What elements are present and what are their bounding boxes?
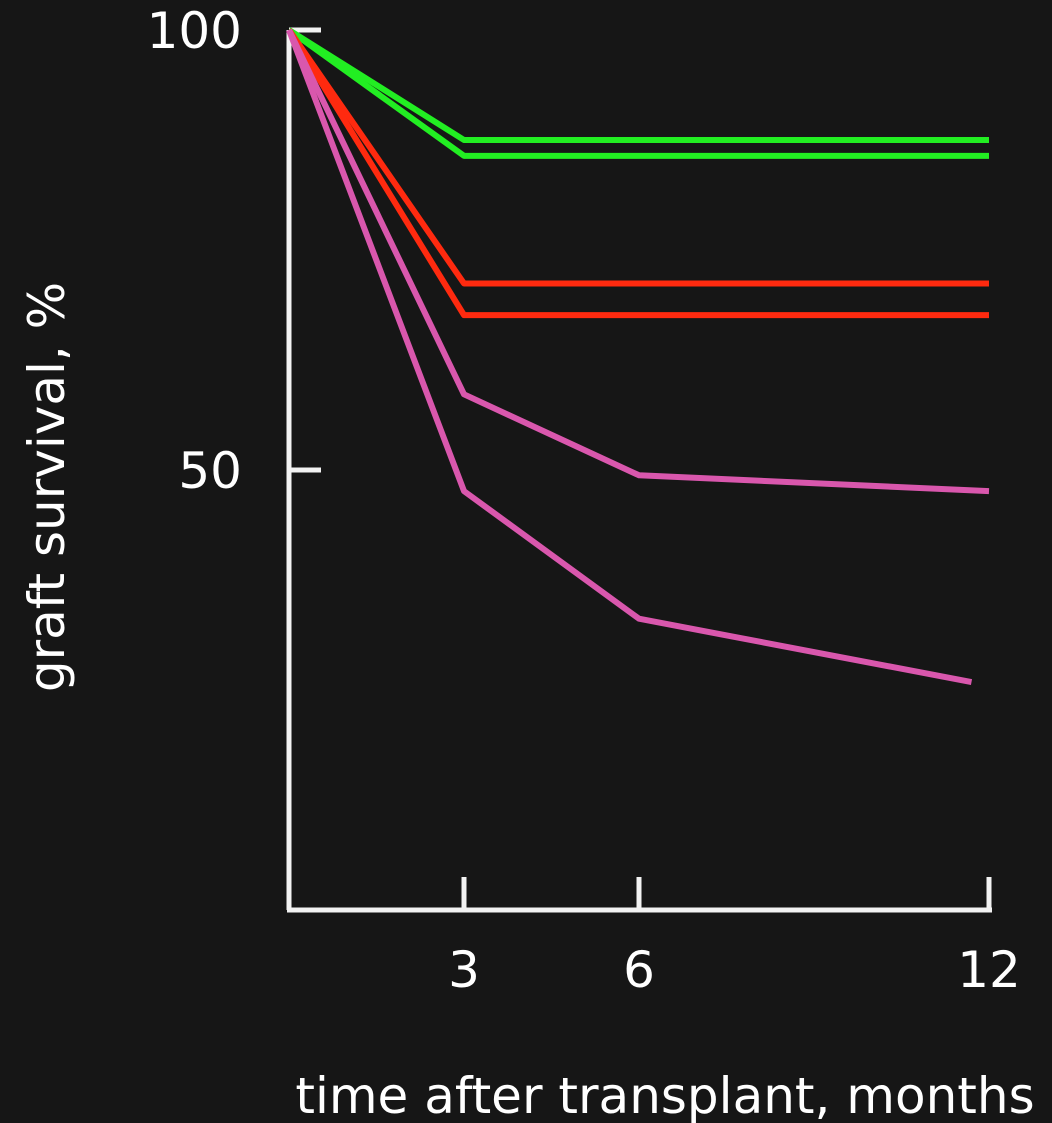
- series-line-3: [286, 28, 989, 287]
- series-line-1: [287, 27, 989, 143]
- series-line-6: [286, 28, 973, 686]
- x-tick-label: 12: [957, 941, 1021, 999]
- series-line-4: [286, 28, 989, 319]
- axes: [286, 30, 992, 913]
- x-tick-label: 3: [448, 941, 480, 999]
- series-line-2: [287, 27, 989, 159]
- ticks: 50 100 3 6 12: [147, 2, 1021, 999]
- series-line-5: [286, 28, 990, 495]
- series-layer: [286, 27, 990, 686]
- x-axis-title: time after transplant, months: [295, 1067, 1034, 1123]
- y-tick-label: 100: [147, 2, 242, 60]
- y-tick-label: 50: [178, 442, 242, 500]
- y-axis-title: graft survival, %: [18, 282, 76, 692]
- x-tick-label: 6: [623, 941, 655, 999]
